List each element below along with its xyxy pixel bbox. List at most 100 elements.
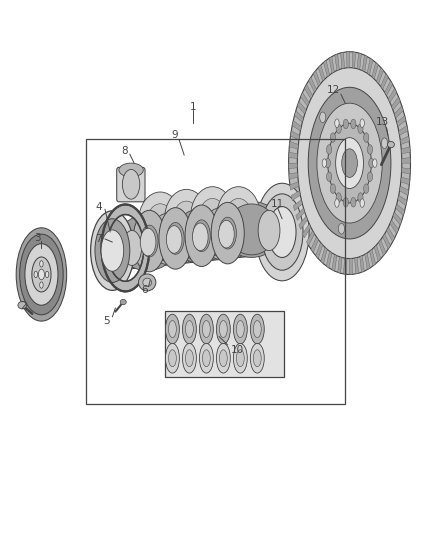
Ellipse shape — [336, 193, 341, 203]
Polygon shape — [392, 97, 400, 110]
Text: 9: 9 — [171, 130, 178, 140]
Ellipse shape — [343, 198, 348, 207]
Ellipse shape — [339, 223, 345, 234]
Polygon shape — [296, 208, 305, 220]
Text: 7: 7 — [95, 234, 101, 244]
Ellipse shape — [166, 314, 180, 344]
Ellipse shape — [326, 172, 332, 181]
Ellipse shape — [237, 350, 244, 367]
Polygon shape — [355, 257, 359, 274]
Polygon shape — [289, 173, 298, 180]
Polygon shape — [399, 187, 409, 196]
Polygon shape — [341, 52, 344, 69]
Polygon shape — [329, 56, 334, 73]
Ellipse shape — [201, 207, 251, 257]
Polygon shape — [350, 259, 353, 274]
Ellipse shape — [195, 204, 256, 260]
Ellipse shape — [226, 198, 252, 234]
Polygon shape — [378, 240, 386, 256]
Ellipse shape — [335, 199, 339, 207]
Ellipse shape — [388, 141, 394, 148]
Ellipse shape — [219, 320, 227, 337]
Polygon shape — [289, 152, 297, 158]
Polygon shape — [398, 195, 407, 206]
Polygon shape — [335, 54, 339, 70]
Ellipse shape — [148, 212, 198, 263]
Polygon shape — [383, 234, 391, 249]
Ellipse shape — [211, 203, 244, 264]
Ellipse shape — [199, 198, 226, 234]
Ellipse shape — [122, 230, 141, 265]
Ellipse shape — [167, 222, 184, 254]
Polygon shape — [346, 52, 350, 68]
FancyBboxPatch shape — [165, 311, 284, 377]
Ellipse shape — [237, 320, 244, 337]
Ellipse shape — [25, 244, 58, 305]
Ellipse shape — [325, 158, 330, 168]
FancyBboxPatch shape — [117, 167, 145, 202]
Ellipse shape — [221, 201, 282, 257]
Polygon shape — [390, 220, 399, 234]
Ellipse shape — [143, 209, 204, 265]
Polygon shape — [367, 58, 373, 75]
Ellipse shape — [165, 189, 208, 248]
Ellipse shape — [185, 350, 193, 367]
Polygon shape — [291, 191, 300, 200]
Ellipse shape — [202, 350, 210, 367]
Ellipse shape — [183, 314, 196, 344]
Text: 3: 3 — [34, 233, 40, 244]
Ellipse shape — [216, 314, 230, 344]
Ellipse shape — [343, 119, 348, 128]
Text: 13: 13 — [376, 117, 389, 127]
Polygon shape — [297, 101, 306, 114]
Ellipse shape — [219, 220, 234, 248]
Ellipse shape — [367, 145, 373, 154]
Polygon shape — [386, 227, 395, 242]
Ellipse shape — [360, 119, 364, 127]
Ellipse shape — [101, 230, 124, 271]
Text: 1: 1 — [190, 102, 196, 112]
Ellipse shape — [143, 278, 152, 287]
Ellipse shape — [330, 133, 336, 142]
Ellipse shape — [193, 220, 210, 252]
Polygon shape — [289, 163, 297, 168]
Polygon shape — [385, 80, 392, 95]
Polygon shape — [299, 216, 307, 229]
Ellipse shape — [342, 149, 357, 177]
Polygon shape — [381, 74, 388, 90]
Polygon shape — [332, 254, 337, 271]
Polygon shape — [370, 249, 376, 266]
Polygon shape — [374, 245, 381, 261]
Ellipse shape — [191, 187, 234, 246]
Ellipse shape — [159, 208, 192, 269]
Ellipse shape — [173, 201, 199, 237]
Ellipse shape — [169, 350, 177, 367]
Ellipse shape — [364, 133, 369, 142]
Ellipse shape — [185, 205, 218, 266]
Ellipse shape — [251, 343, 264, 373]
Polygon shape — [397, 116, 406, 126]
Polygon shape — [313, 70, 321, 86]
Ellipse shape — [217, 187, 260, 246]
Polygon shape — [290, 131, 300, 140]
Polygon shape — [352, 52, 356, 68]
Polygon shape — [293, 200, 302, 211]
Polygon shape — [343, 258, 347, 274]
Polygon shape — [311, 237, 318, 253]
Ellipse shape — [328, 123, 371, 203]
Ellipse shape — [358, 193, 363, 203]
Polygon shape — [372, 62, 378, 79]
Ellipse shape — [192, 223, 208, 251]
Ellipse shape — [39, 269, 45, 280]
Ellipse shape — [253, 350, 261, 367]
Polygon shape — [402, 168, 410, 174]
Ellipse shape — [253, 320, 261, 337]
Ellipse shape — [258, 211, 280, 251]
Polygon shape — [399, 126, 408, 135]
Ellipse shape — [199, 314, 213, 344]
Text: 8: 8 — [121, 146, 128, 156]
Ellipse shape — [122, 169, 140, 199]
Polygon shape — [324, 60, 329, 77]
Ellipse shape — [34, 271, 38, 278]
Ellipse shape — [133, 211, 166, 272]
